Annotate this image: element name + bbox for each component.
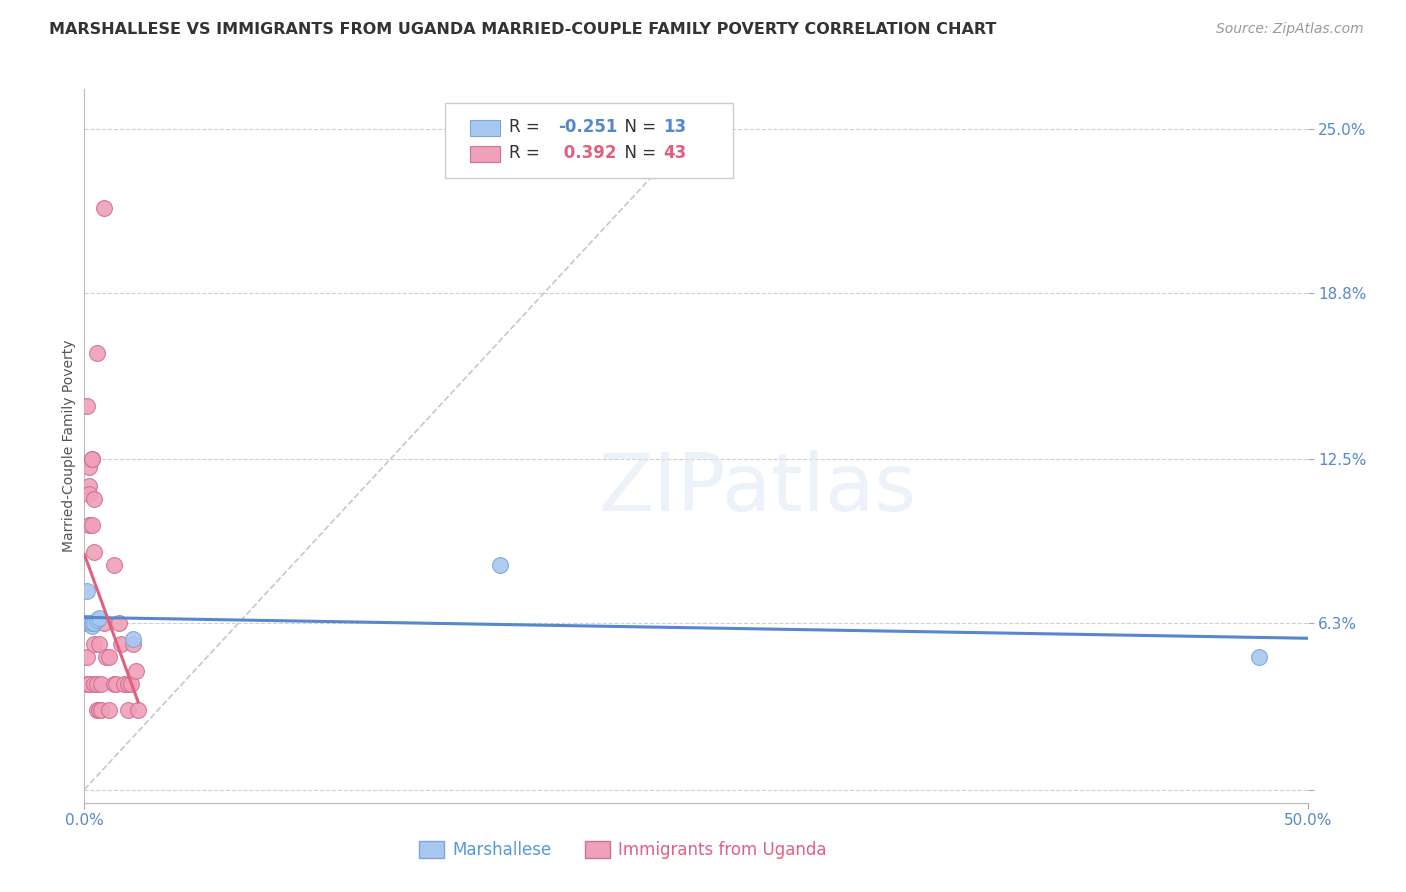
Point [86, 677, 108, 691]
Point [77, 478, 100, 492]
Point [103, 677, 125, 691]
Text: Source: ZipAtlas.com: Source: ZipAtlas.com [1216, 22, 1364, 37]
Point [77, 616, 100, 631]
Point [120, 677, 142, 691]
Point [77, 518, 100, 533]
Point [83, 491, 105, 506]
Point [83, 616, 105, 631]
Point [117, 703, 139, 717]
Point [77, 677, 100, 691]
Point [97, 650, 120, 665]
Point [122, 632, 145, 646]
Point [97, 703, 120, 717]
Point [87, 703, 110, 717]
Point [96, 650, 118, 665]
Point [87, 637, 110, 651]
Point [80, 616, 103, 631]
Point [1247, 650, 1270, 665]
Point [80, 518, 103, 533]
Point [76, 616, 98, 631]
Point [127, 703, 149, 717]
Point [105, 677, 128, 691]
Point [76, 616, 98, 631]
FancyBboxPatch shape [446, 103, 733, 178]
Point [77, 460, 100, 475]
Point [87, 611, 110, 625]
Point [80, 616, 103, 631]
Legend: Marshallese, Immigrants from Uganda: Marshallese, Immigrants from Uganda [412, 834, 834, 866]
Point [76, 616, 98, 631]
Point [80, 452, 103, 467]
Point [77, 616, 100, 631]
Text: 13: 13 [664, 118, 686, 136]
Point [125, 664, 148, 678]
Text: -0.251: -0.251 [558, 118, 617, 136]
Point [86, 614, 108, 628]
Y-axis label: Married-Couple Family Poverty: Married-Couple Family Poverty [62, 340, 76, 552]
Text: R =: R = [509, 145, 544, 162]
Text: ZIPatlas: ZIPatlas [598, 450, 917, 528]
Point [489, 558, 512, 572]
Point [83, 677, 105, 691]
Point [93, 616, 115, 631]
Text: N =: N = [614, 145, 661, 162]
Point [77, 486, 100, 500]
Point [77, 616, 100, 631]
Point [76, 677, 98, 691]
Point [76, 650, 98, 665]
Point [107, 616, 129, 631]
Point [86, 703, 108, 717]
Point [76, 584, 98, 599]
Point [93, 201, 115, 215]
Point [80, 452, 103, 467]
Text: 43: 43 [664, 145, 686, 162]
FancyBboxPatch shape [470, 120, 501, 136]
Point [80, 616, 103, 631]
Text: 0.392: 0.392 [558, 145, 616, 162]
Point [122, 637, 145, 651]
Point [112, 677, 135, 691]
Point [80, 618, 103, 632]
Point [110, 637, 132, 651]
Point [103, 558, 125, 572]
Point [83, 545, 105, 559]
Point [76, 400, 98, 414]
FancyBboxPatch shape [470, 146, 501, 162]
Point [86, 346, 108, 360]
Text: MARSHALLESE VS IMMIGRANTS FROM UGANDA MARRIED-COUPLE FAMILY POVERTY CORRELATION : MARSHALLESE VS IMMIGRANTS FROM UGANDA MA… [49, 22, 997, 37]
Text: N =: N = [614, 118, 661, 136]
Point [83, 637, 105, 651]
Text: R =: R = [509, 118, 544, 136]
Point [117, 677, 139, 691]
Point [90, 703, 112, 717]
Point [90, 677, 112, 691]
